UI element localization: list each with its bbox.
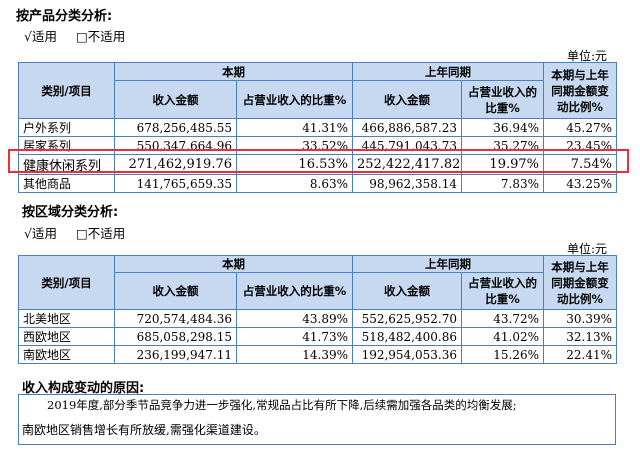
header-prior: 上年同期 xyxy=(352,62,544,81)
table-row: 北美地区 720,574,484.36 43.89% 552,625,952.7… xyxy=(18,309,617,328)
prior-amount: 192,954,053.36 xyxy=(352,345,462,364)
current-amount: 141,765,659.35 xyxy=(114,174,237,193)
current-amount: 271,462,919.76 xyxy=(114,154,237,175)
prior-amount: 98,962,358.14 xyxy=(352,174,462,193)
prior-ratio: 43.72% xyxy=(461,309,544,328)
prior-amount: 252,422,417.82 xyxy=(352,154,462,175)
reason-line-2: 南欧地区销售增长有所放缓,需强化渠道建设。 xyxy=(22,423,266,437)
table-row: 其他商品 141,765,659.35 8.63% 98,962,358.14 … xyxy=(18,174,617,193)
prior-ratio: 41.02% xyxy=(461,327,544,346)
prior-ratio: 36.94% xyxy=(461,118,544,137)
header-current: 本期 xyxy=(114,62,353,81)
reason-line-1: 2019年度,部分季节品竞争力进一步强化,常规品占比有所下降,后续需加强各品类的… xyxy=(47,398,517,412)
change-ratio: 22.41% xyxy=(543,345,617,364)
current-amount: 236,199,947.11 xyxy=(114,345,237,364)
header-change: 本期与上年同期金额变动比例% xyxy=(543,62,617,119)
table-row: 西欧地区 685,058,298.15 41.73% 518,482,400.8… xyxy=(18,327,617,346)
section1-unit: 单位:元 xyxy=(567,49,608,63)
section1-option-not-applicable: □不适用 xyxy=(76,29,126,44)
header-prior-amount: 收入金额 xyxy=(352,80,462,119)
row-name: 南欧地区 xyxy=(18,345,115,364)
current-ratio: 14.39% xyxy=(236,345,353,364)
prior-amount: 466,886,587.23 xyxy=(352,118,462,137)
prior-amount: 552,625,952.70 xyxy=(352,309,462,328)
current-ratio: 16.53% xyxy=(236,154,353,175)
prior-ratio: 15.26% xyxy=(461,345,544,364)
change-ratio: 45.27% xyxy=(543,118,617,137)
row-name: 西欧地区 xyxy=(18,327,115,346)
section2-option-not-applicable: □不适用 xyxy=(76,226,126,241)
current-ratio: 8.63% xyxy=(236,174,353,193)
reason-box: 2019年度,部分季节品竞争力进一步强化,常规品占比有所下降,后续需加强各品类的… xyxy=(18,394,616,445)
current-ratio: 43.89% xyxy=(236,309,353,328)
header-current: 本期 xyxy=(114,255,353,273)
section1-option-applicable: √适用 xyxy=(24,29,57,44)
current-amount: 685,058,298.15 xyxy=(114,327,237,346)
section2-option-applicable: √适用 xyxy=(24,226,57,241)
header-category: 类别/项目 xyxy=(18,255,115,310)
current-amount: 678,256,485.55 xyxy=(114,118,237,137)
prior-amount: 518,482,400.86 xyxy=(352,327,462,346)
header-prior-ratio: 占营业收入的比重% xyxy=(461,272,544,310)
current-amount: 720,574,484.36 xyxy=(114,309,237,328)
header-current-amount: 收入金额 xyxy=(114,80,237,119)
change-ratio: 43.25% xyxy=(543,174,617,193)
region-table: 类别/项目 本期 上年同期 本期与上年同期金额变动比例% 收入金额 占营业收入的… xyxy=(18,255,617,364)
section2-unit: 单位:元 xyxy=(567,242,608,256)
header-prior-ratio: 占营业收入的比重% xyxy=(461,80,544,119)
header-current-ratio: 占营业收入的比重% xyxy=(236,80,353,119)
header-prior: 上年同期 xyxy=(352,255,544,273)
row-name: 北美地区 xyxy=(18,309,115,328)
header-current-amount: 收入金额 xyxy=(114,272,237,310)
table-row: 南欧地区 236,199,947.11 14.39% 192,954,053.3… xyxy=(18,345,617,364)
current-ratio: 41.31% xyxy=(236,118,353,137)
row-name: 户外系列 xyxy=(18,118,115,137)
header-change: 本期与上年同期金额变动比例% xyxy=(543,255,617,310)
highlight-box xyxy=(8,149,629,173)
header-current-ratio: 占营业收入的比重% xyxy=(236,272,353,310)
reason-title: 收入构成变动的原因: xyxy=(22,381,145,396)
header-prior-amount: 收入金额 xyxy=(352,272,462,310)
section2-title: 按区域分类分析: xyxy=(22,205,119,220)
current-ratio: 41.73% xyxy=(236,327,353,346)
table-row: 户外系列 678,256,485.55 41.31% 466,886,587.2… xyxy=(18,118,617,137)
change-ratio: 30.39% xyxy=(543,309,617,328)
section1-title: 按产品分类分析: xyxy=(16,9,113,24)
product-table: 类别/项目 本期 上年同期 本期与上年同期金额变动比例% 收入金额 占营业收入的… xyxy=(18,62,617,193)
row-name: 其他商品 xyxy=(18,174,115,193)
header-category: 类别/项目 xyxy=(18,62,115,119)
change-ratio: 32.13% xyxy=(543,327,617,346)
prior-ratio: 7.83% xyxy=(461,174,544,193)
